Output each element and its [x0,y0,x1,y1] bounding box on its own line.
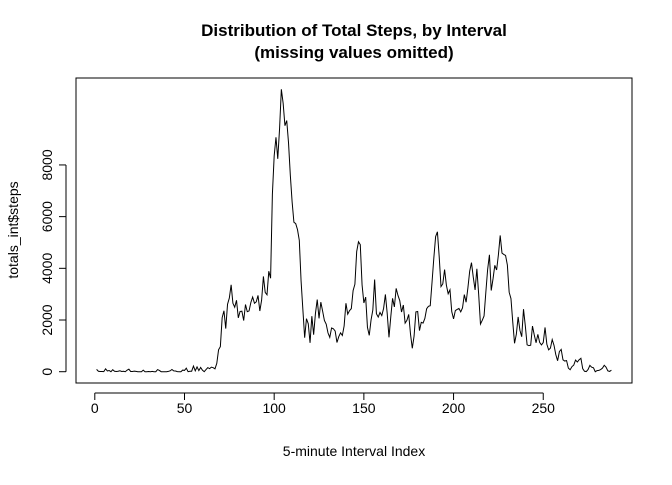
y-axis-label: totals_int$steps [5,181,21,278]
y-tick-label: 8000 [39,149,55,180]
x-tick-label: 200 [442,400,466,416]
plot-frame [75,77,633,384]
x-tick-label: 150 [352,400,376,416]
x-tick-label: 50 [177,400,193,416]
x-tick-label: 250 [532,400,556,416]
chart-title: Distribution of Total Steps, by Interval [201,21,507,40]
x-tick-label: 0 [91,400,99,416]
y-tick-label: 0 [39,368,55,376]
y-tick-label: 2000 [39,304,55,335]
x-axis-label: 5-minute Interval Index [283,443,425,459]
chart-title: (missing values omitted) [254,43,453,62]
data-line [96,89,612,373]
y-tick-label: 6000 [39,201,55,232]
y-tick-label: 4000 [39,253,55,284]
x-tick-label: 100 [262,400,286,416]
